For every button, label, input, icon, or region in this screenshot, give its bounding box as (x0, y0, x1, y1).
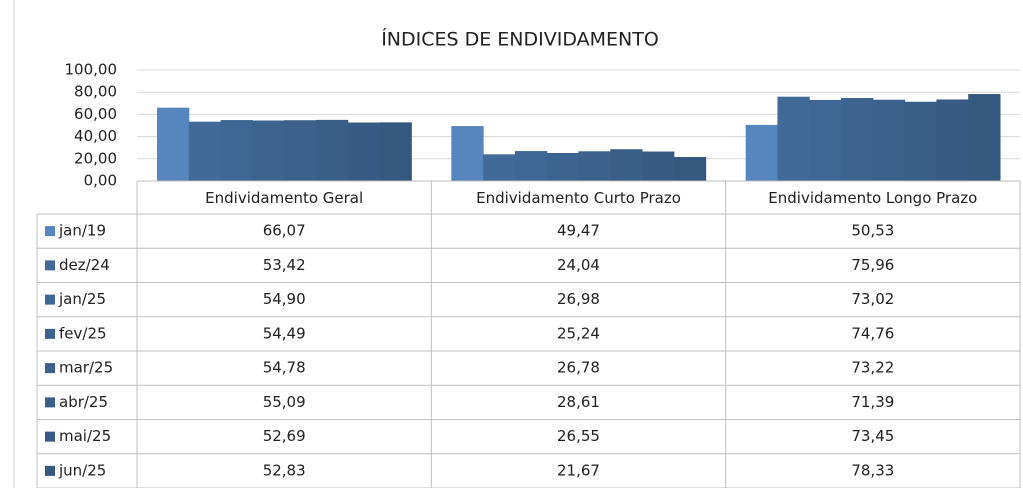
bar (514, 151, 548, 181)
legend-key (45, 431, 55, 442)
table-value: 50,53 (851, 222, 894, 240)
bar (347, 122, 381, 181)
legend-label: mar/25 (59, 359, 113, 377)
x-tick-label: Endividamento Longo Prazo (768, 189, 977, 207)
y-tick-label: 100,00 (65, 61, 118, 79)
table-value: 73,02 (851, 290, 894, 308)
legend-key (45, 328, 55, 339)
table-value: 54,90 (263, 290, 306, 308)
bar (673, 156, 707, 181)
bar (379, 122, 412, 181)
bar (968, 94, 1001, 181)
bar (252, 120, 285, 181)
table-value: 49,47 (557, 222, 600, 240)
table-value: 21,67 (557, 461, 600, 479)
y-tick-label: 40,00 (74, 127, 117, 145)
table-value: 26,55 (557, 427, 600, 445)
legend-key (45, 260, 55, 271)
table-value: 75,96 (851, 256, 894, 274)
bar (157, 107, 190, 181)
bar (188, 121, 222, 181)
bar (578, 151, 611, 181)
table-value: 54,49 (263, 324, 306, 342)
legend-key (45, 226, 55, 237)
table-value: 78,33 (851, 461, 894, 479)
bar (872, 99, 906, 181)
x-tick-label: Endividamento Curto Prazo (476, 189, 681, 207)
bar (284, 120, 317, 181)
legend-label: fev/25 (59, 324, 107, 342)
table-value: 55,09 (263, 393, 306, 411)
table-value: 73,45 (851, 427, 894, 445)
legend-label: jun/25 (58, 461, 106, 479)
y-tick-label: 20,00 (74, 149, 117, 167)
bar (904, 101, 937, 181)
table-value: 54,78 (263, 359, 306, 377)
table-value: 53,42 (263, 256, 306, 274)
bar (220, 120, 253, 181)
legend-key (45, 363, 55, 374)
x-tick-label: Endividamento Geral (205, 189, 363, 207)
legend-label: mai/25 (59, 427, 111, 445)
table-value: 26,78 (557, 359, 600, 377)
chart-title: ÍNDICES DE ENDIVIDAMENTO (381, 28, 659, 51)
bar (936, 99, 969, 181)
y-tick-label: 80,00 (74, 83, 117, 101)
table-value: 52,69 (263, 427, 306, 445)
bar (745, 124, 778, 181)
legend-label: jan/25 (58, 290, 106, 308)
table-value: 25,24 (557, 324, 600, 342)
table-value: 28,61 (557, 393, 600, 411)
table-value: 71,39 (851, 393, 894, 411)
bar (809, 99, 842, 181)
bar (610, 149, 643, 181)
table-value: 66,07 (263, 222, 306, 240)
bar (642, 151, 675, 181)
legend-key (45, 397, 55, 408)
legend-key (45, 465, 55, 476)
table-value: 52,83 (263, 461, 306, 479)
legend-label: abr/25 (59, 393, 108, 411)
table-value: 26,98 (557, 290, 600, 308)
bar (841, 98, 874, 181)
table-value: 24,04 (557, 256, 600, 274)
legend-label: dez/24 (59, 256, 110, 274)
bar (546, 152, 579, 181)
legend-label: jan/19 (58, 222, 106, 240)
bar (483, 154, 516, 181)
table-value: 74,76 (851, 324, 894, 342)
y-tick-label: 60,00 (74, 105, 117, 123)
bar (451, 126, 484, 181)
y-tick-label: 0,00 (84, 172, 117, 190)
table-value: 73,22 (851, 359, 894, 377)
legend-key (45, 294, 55, 305)
bar (315, 119, 349, 181)
bar (777, 96, 810, 181)
